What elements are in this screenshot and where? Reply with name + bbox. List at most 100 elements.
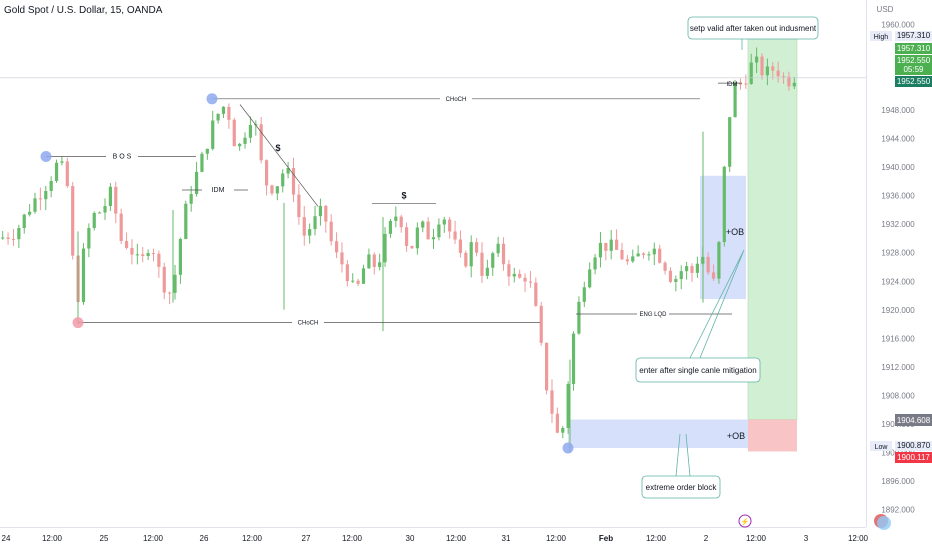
high-price-tag: 1957.310: [897, 31, 931, 40]
candle: [1, 231, 5, 240]
candle: [442, 216, 446, 233]
candle: [119, 208, 123, 245]
candle: [636, 245, 640, 257]
ob-lower-label: +OB: [727, 431, 745, 441]
idm-left-label: IDM: [212, 187, 225, 194]
candle: [275, 185, 279, 201]
last-price-tag-bg: [895, 76, 932, 87]
candle: [54, 159, 59, 183]
eng-lqd-label-bg: [637, 308, 669, 319]
last-price-tag: 1952.550: [897, 77, 931, 86]
price-tick-label: 1928.000: [881, 249, 915, 258]
candle: [555, 407, 559, 434]
bos-label: B O S: [113, 154, 132, 161]
setup-callout-box: [687, 16, 819, 40]
candle: [722, 165, 726, 247]
countdown-tag: 05:59: [903, 65, 924, 74]
candle: [604, 242, 608, 261]
price-tick-label: 1948.000: [881, 106, 915, 115]
time-tick-label: 30: [406, 534, 415, 543]
candle: [588, 262, 592, 289]
price-tick-label: 1944.000: [881, 135, 915, 144]
entry-callout-box: [635, 357, 761, 383]
candle: [151, 248, 156, 262]
stop-loss-zone: [748, 419, 797, 452]
event-lightning-icon[interactable]: [738, 514, 752, 528]
candle: [787, 71, 791, 91]
price-tick-label: 1960.000: [881, 21, 915, 30]
candle: [474, 238, 479, 257]
candle: [313, 205, 317, 236]
candle: [544, 342, 549, 395]
price-tick-label: 1908.000: [881, 391, 915, 400]
candle: [399, 214, 403, 233]
candle: [690, 263, 694, 282]
setup-callout: setp valid after taken out indusment: [690, 24, 817, 33]
candle: [281, 169, 285, 193]
currency-label: USD: [877, 5, 894, 14]
candle: [571, 331, 576, 391]
candle: [173, 264, 177, 300]
candle: [658, 244, 662, 264]
price-tick-label: 1936.000: [881, 192, 915, 201]
candle: [695, 256, 699, 278]
candle: [141, 247, 145, 263]
candle: [108, 183, 113, 212]
candle: [668, 267, 673, 284]
candle: [717, 240, 721, 284]
candle: [71, 182, 75, 260]
candle: [168, 291, 172, 305]
candle: [49, 176, 53, 198]
time-axis-divider: [0, 527, 866, 528]
candle: [744, 74, 748, 89]
candle: [631, 249, 635, 264]
time-tick-label: Feb: [599, 534, 613, 543]
price-tick-label: 1940.000: [881, 163, 915, 172]
green-tag-b: 1952.550: [897, 56, 931, 65]
entry-callout: enter after single canle mitigation: [639, 366, 756, 375]
candle: [566, 381, 570, 434]
low-price-tag: 1900.870: [897, 441, 931, 450]
swing-low-circle: [72, 317, 84, 329]
price-tick-label: 1912.000: [881, 363, 915, 372]
time-tick-label: 25: [100, 534, 109, 543]
time-tick-label: 26: [200, 534, 209, 543]
candle: [765, 58, 769, 86]
idm-left-label-bg: [202, 184, 234, 195]
candle: [200, 151, 204, 173]
candle: [453, 220, 457, 244]
candle: [286, 161, 290, 179]
bos-label-bg: [106, 150, 138, 161]
candle: [356, 278, 360, 287]
low-price-tag-bg: [895, 441, 932, 451]
candle: [388, 218, 393, 238]
candle: [17, 224, 21, 249]
candle: [345, 260, 349, 287]
candle: [615, 229, 619, 251]
candle: [485, 259, 489, 280]
candle: [755, 47, 759, 74]
candle: [437, 218, 441, 241]
candle: [394, 206, 398, 228]
eng-lqd-label: ENG LQD: [639, 312, 667, 318]
candle: [28, 204, 32, 217]
candle: [340, 242, 344, 273]
time-tick-label: 12:00: [848, 534, 869, 543]
candle: [216, 113, 220, 124]
low-badge-bg: [870, 441, 892, 451]
high-badge-bg: [870, 31, 892, 41]
extreme-callout-pointer: [675, 433, 691, 477]
candle: [60, 156, 64, 166]
swing-high-circle: [40, 151, 52, 163]
entry-price-tag: 1904.608: [897, 416, 931, 425]
candle: [33, 192, 37, 214]
candle: [103, 198, 107, 220]
candle: [620, 242, 624, 261]
candle: [38, 187, 42, 211]
candle: [308, 223, 312, 244]
time-tick-label: 12:00: [546, 534, 567, 543]
time-tick-label: 3: [804, 534, 809, 543]
candle: [448, 216, 452, 239]
candle: [135, 243, 139, 265]
